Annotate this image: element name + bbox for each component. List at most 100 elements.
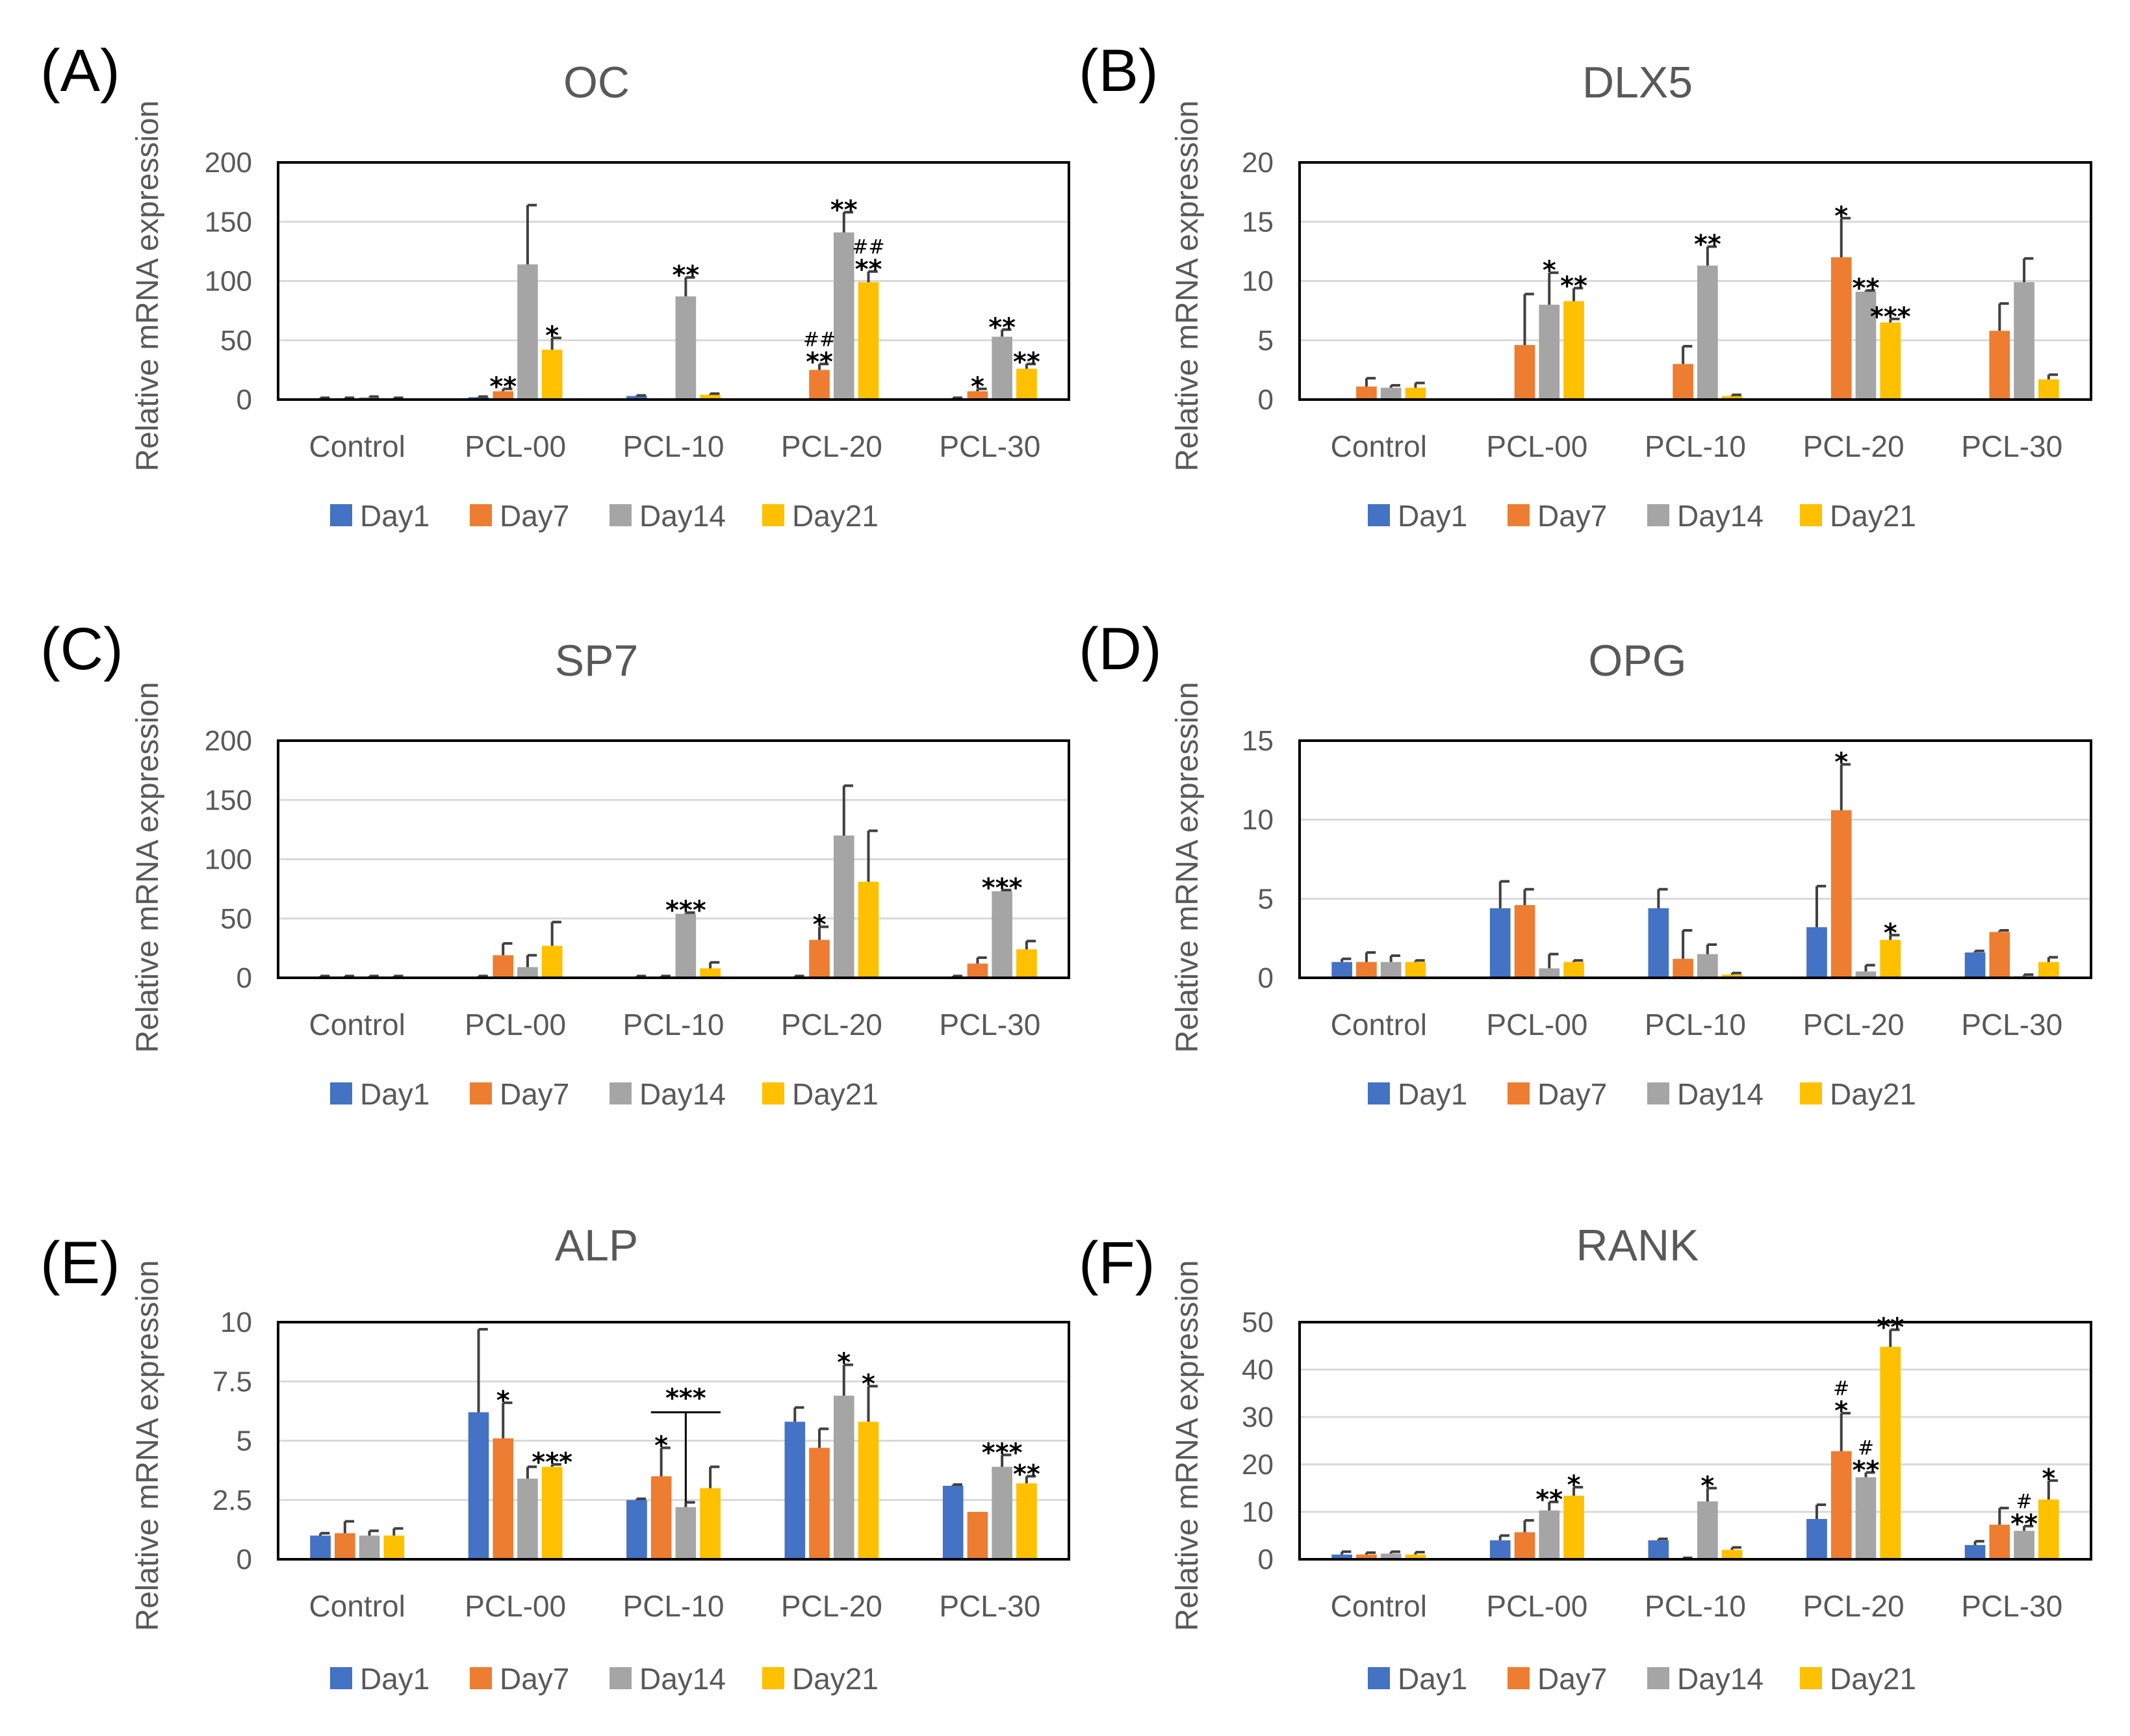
bar-day1 xyxy=(310,1535,331,1559)
bar-day21 xyxy=(1880,939,1901,978)
significance-label: # xyxy=(2016,1490,2033,1513)
legend-entry-day7: Day7 xyxy=(500,499,569,533)
bar-day21 xyxy=(700,968,721,978)
bar-day14 xyxy=(1697,1501,1718,1559)
significance-label: * xyxy=(545,321,559,351)
bar-day7 xyxy=(1989,331,2010,400)
chart-title: RANK xyxy=(1576,1221,1699,1270)
significance-label: * xyxy=(971,372,984,402)
bar-day7 xyxy=(1830,810,1852,978)
bar-day21 xyxy=(541,945,563,978)
significance-label: * xyxy=(1700,1472,1714,1501)
chart-title: OC xyxy=(563,58,630,107)
legend-entry-day1: Day1 xyxy=(360,1077,430,1111)
x-category-label: PCL-30 xyxy=(1961,1008,2062,1041)
y-axis-label: Relative mRNA expression xyxy=(131,682,165,1053)
y-tick-label: 10 xyxy=(1242,804,1274,836)
bar-day1 xyxy=(1648,908,1669,978)
legend-entry-day21: Day21 xyxy=(792,1077,879,1111)
bar-day21 xyxy=(383,1535,405,1559)
bar-day7 xyxy=(1356,386,1377,400)
significance-label: ** xyxy=(988,313,1016,342)
significance-label: # xyxy=(1833,1377,1849,1400)
y-axis-label: Relative mRNA expression xyxy=(131,101,165,472)
x-category-label: PCL-30 xyxy=(1961,429,2062,463)
bar-day21 xyxy=(541,350,563,400)
legend-swatch xyxy=(1508,504,1530,526)
legend-swatch xyxy=(1647,1667,1669,1689)
bar-day21 xyxy=(1563,962,1584,978)
legend-entry-day21: Day21 xyxy=(1830,1077,1916,1111)
bar-day7 xyxy=(1356,962,1377,978)
y-tick-label: 0 xyxy=(237,1544,252,1576)
bar-day7 xyxy=(967,1512,988,1559)
legend-swatch xyxy=(470,1082,492,1104)
bar-day7 xyxy=(1989,932,2010,978)
bar-day14 xyxy=(833,1396,854,1559)
bar-day7 xyxy=(967,964,988,978)
legend-entry-day1: Day1 xyxy=(1398,1077,1467,1111)
legend-swatch xyxy=(1368,1667,1390,1689)
y-tick-label: 150 xyxy=(205,206,252,238)
bar-day14 xyxy=(1539,1510,1560,1559)
y-axis-label: Relative mRNA expression xyxy=(131,1260,165,1631)
x-category-label: PCL-10 xyxy=(1645,1008,1746,1041)
bar-day14 xyxy=(359,1535,380,1559)
bar-day21 xyxy=(858,882,879,978)
significance-label: # xyxy=(1858,1436,1874,1459)
legend-swatch xyxy=(609,1667,632,1689)
significance-label: * xyxy=(654,1431,668,1461)
legend-swatch xyxy=(609,504,632,526)
bar-day1 xyxy=(626,1500,647,1559)
y-tick-label: 0 xyxy=(1258,1544,1274,1576)
bar-day21 xyxy=(1880,322,1901,400)
y-tick-label: 50 xyxy=(1242,1307,1274,1338)
significance-label: ** xyxy=(1877,1313,1904,1343)
panel-label: (B) xyxy=(1079,38,1159,104)
x-category-label: Control xyxy=(1331,1008,1427,1041)
bar-day21 xyxy=(2038,379,2059,400)
bar-day14 xyxy=(992,337,1012,400)
bar-day21 xyxy=(2038,962,2059,978)
x-category-label: PCL-10 xyxy=(1645,429,1746,463)
significance-label: * xyxy=(1884,918,1897,948)
bar-day21 xyxy=(1563,1496,1584,1559)
bar-day7 xyxy=(809,1448,830,1559)
bar-day7 xyxy=(809,370,830,400)
legend-entry-day7: Day7 xyxy=(500,1662,569,1696)
bar-day1 xyxy=(1331,1554,1352,1559)
y-tick-label: 15 xyxy=(1242,725,1274,757)
y-tick-label: 0 xyxy=(237,962,252,994)
panel-label: (A) xyxy=(40,38,120,104)
y-axis-label: Relative mRNA expression xyxy=(1170,101,1205,472)
legend-entry-day21: Day21 xyxy=(1830,499,1916,533)
panel-label: (C) xyxy=(40,616,123,682)
significance-label: * xyxy=(1834,748,1848,778)
legend-swatch xyxy=(1368,1082,1390,1104)
y-tick-label: 0 xyxy=(237,384,252,416)
x-category-label: Control xyxy=(309,429,405,463)
x-category-label: PCL-20 xyxy=(781,1589,882,1623)
bar-day7 xyxy=(493,955,514,978)
bar-day21 xyxy=(700,394,721,400)
bar-day21 xyxy=(1405,387,1426,400)
significance-label: ## xyxy=(803,328,836,351)
x-category-label: PCL-10 xyxy=(623,429,725,463)
significance-label: ** xyxy=(1853,1455,1880,1485)
bar-day14 xyxy=(833,836,854,978)
legend-entry-day1: Day1 xyxy=(1398,1662,1467,1696)
legend-entry-day14: Day14 xyxy=(1677,1662,1764,1696)
panel-label: (E) xyxy=(40,1230,120,1296)
chart-title: ALP xyxy=(555,1221,639,1270)
y-tick-label: 100 xyxy=(205,844,252,876)
significance-label: ## xyxy=(852,236,884,259)
bar-day14 xyxy=(1855,291,1877,400)
bar-day7 xyxy=(1514,1532,1535,1559)
bar-day14 xyxy=(1855,1477,1877,1559)
significance-label: ** xyxy=(1535,1485,1563,1515)
y-tick-label: 10 xyxy=(1242,266,1274,298)
y-tick-label: 2.5 xyxy=(212,1485,252,1516)
bar-day1 xyxy=(1331,962,1352,978)
bar-day1 xyxy=(1964,952,1986,978)
bar-day21 xyxy=(1016,368,1037,400)
